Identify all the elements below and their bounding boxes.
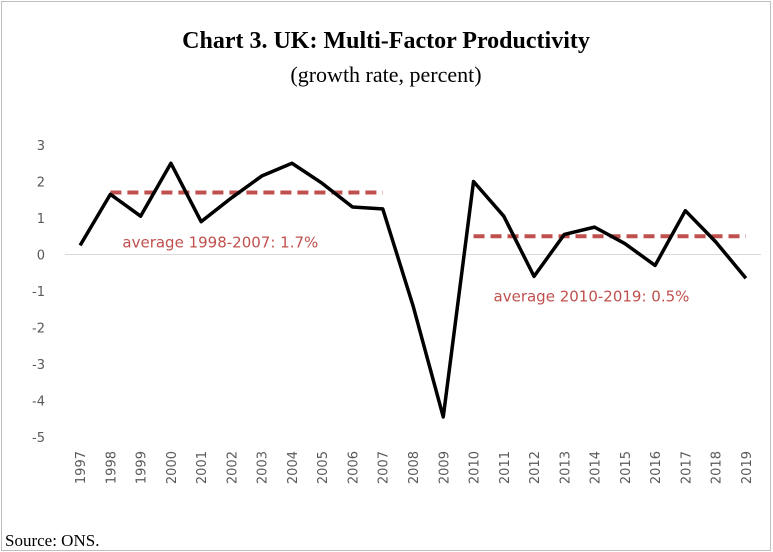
x-tick-label: 2018 xyxy=(710,451,725,484)
x-tick-label: 2016 xyxy=(649,451,664,484)
y-tick-label: -2 xyxy=(32,322,45,337)
x-tick-label: 2009 xyxy=(437,451,452,484)
y-tick-label: 2 xyxy=(37,176,45,191)
data-line xyxy=(78,161,748,419)
x-tick-label: 2007 xyxy=(377,451,392,484)
y-tick-label: 3 xyxy=(37,139,45,154)
x-tick-label: 2002 xyxy=(225,451,240,484)
x-tick-label: 2014 xyxy=(589,451,604,484)
y-tick-label: -3 xyxy=(32,358,45,373)
chart-subtitle: (growth rate, percent) xyxy=(290,62,481,87)
y-tick-label: -4 xyxy=(32,395,45,410)
x-tick-label: 1997 xyxy=(74,451,89,484)
x-tick-label: 2001 xyxy=(195,451,210,484)
x-tick-label: 2000 xyxy=(165,451,180,484)
x-tick-label: 2017 xyxy=(679,451,694,484)
x-tick-label: 2015 xyxy=(619,451,634,484)
y-tick-label: 1 xyxy=(37,212,45,227)
x-tick-label: 2010 xyxy=(468,451,483,484)
x-tick-label: 2005 xyxy=(316,451,331,484)
chart-title: Chart 3. UK: Multi-Factor Productivity xyxy=(182,28,590,54)
source-note: Source: ONS. xyxy=(5,531,99,550)
x-tick-label: 2006 xyxy=(346,451,361,484)
y-tick-label: -5 xyxy=(32,431,45,446)
y-tick-label: 0 xyxy=(37,249,45,264)
x-tick-label: 2008 xyxy=(407,451,422,484)
x-tick-label: 1999 xyxy=(135,451,150,484)
x-tick-label: 2019 xyxy=(740,451,755,484)
average-label: average 2010-2019: 0.5% xyxy=(494,287,690,305)
x-tick-label: 2013 xyxy=(558,451,573,484)
x-tick-label: 2004 xyxy=(286,451,301,484)
average-label: average 1998-2007: 1.7% xyxy=(122,233,318,251)
x-tick-label: 2011 xyxy=(498,451,513,484)
x-tick-label: 2003 xyxy=(256,451,271,484)
x-tick-label: 2012 xyxy=(528,451,543,484)
y-tick-label: -1 xyxy=(32,285,45,300)
x-tick-label: 1998 xyxy=(104,451,119,484)
